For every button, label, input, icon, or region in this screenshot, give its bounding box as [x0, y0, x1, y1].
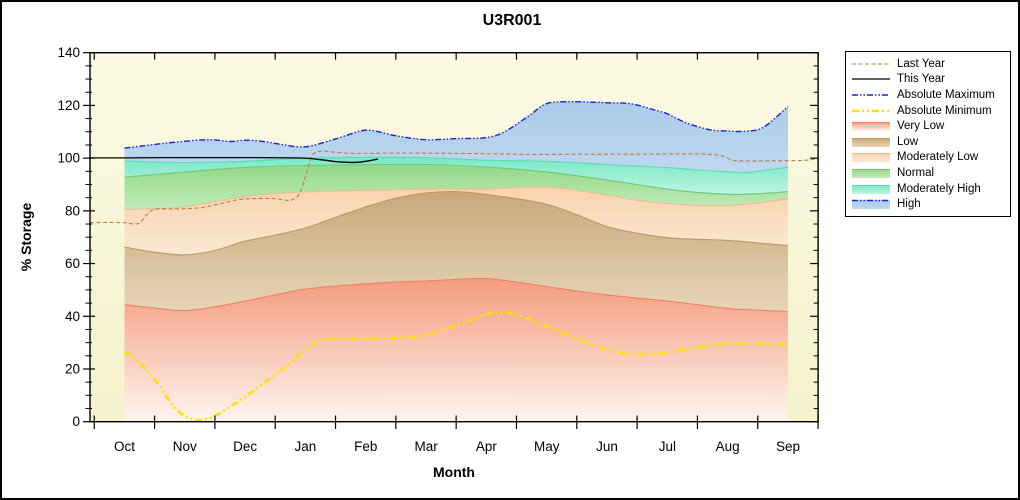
legend-label: Normal	[897, 166, 935, 179]
legend-item-normal: Normal	[852, 165, 1004, 180]
x-tick-label: Jul	[659, 439, 676, 454]
y-tick-label: 20	[65, 361, 80, 376]
legend-swatch-graphic	[852, 153, 890, 163]
legend-item-this-year: This Year	[852, 72, 1004, 87]
legend-swatch-moderately-low	[852, 151, 890, 163]
line-absolute-minimum	[123, 310, 789, 422]
x-tick-label: Sep	[776, 439, 800, 454]
band-edge-moderately-high	[124, 156, 789, 174]
legend-swatch-graphic	[852, 63, 890, 65]
x-tick-label: Mar	[414, 439, 438, 454]
line-absolute-maximum	[124, 100, 789, 149]
x-tick-label: Jan	[295, 439, 317, 454]
legend-swatch-graphic	[852, 184, 890, 194]
band-edge-normal	[124, 163, 789, 195]
legend-swatch-very-low	[852, 120, 890, 132]
legend-swatch-graphic	[852, 94, 890, 96]
y-tick-label: 80	[65, 203, 80, 218]
legend-swatch-low	[852, 136, 890, 148]
legend-label: This Year	[897, 73, 945, 86]
y-tick-label: 0	[72, 414, 80, 429]
band-edge-low	[124, 190, 789, 256]
legend-swatch-moderately-high	[852, 183, 890, 195]
band-edge-moderately-low	[124, 186, 789, 211]
x-tick-label: Apr	[476, 439, 498, 454]
legend-label: Absolute Minimum	[897, 104, 992, 117]
y-tick-label: 140	[57, 45, 80, 60]
legend-item-moderately-high: Moderately High	[852, 181, 1004, 196]
line-last-year	[90, 150, 819, 225]
legend-label: Last Year	[897, 57, 945, 70]
legend-band-sample	[852, 137, 890, 147]
y-tick-label: 100	[57, 151, 80, 166]
x-axis-title: Month	[433, 464, 475, 480]
legend-label: Absolute Maximum	[897, 88, 995, 101]
band-normal	[124, 164, 788, 210]
legend-swatch-graphic	[852, 199, 890, 210]
chart-title: U3R001	[482, 12, 542, 29]
legend-swatch-last-year	[852, 58, 890, 70]
legend-swatch-high	[852, 198, 890, 210]
legend-swatch-absolute-minimum	[852, 105, 890, 117]
legend-label: Moderately Low	[897, 151, 979, 164]
legend-swatch-graphic	[852, 168, 890, 178]
legend-item-absolute-maximum: Absolute Maximum	[852, 87, 1004, 102]
legend-label: Low	[897, 135, 919, 148]
legend-label: High	[897, 198, 921, 211]
x-tick-label: May	[534, 439, 560, 454]
legend-band-sample	[852, 200, 890, 210]
legend-swatch-graphic	[852, 78, 890, 81]
legend: Last Year This Year Absolute Maximum Abs…	[845, 51, 1011, 217]
y-tick-label: 60	[65, 256, 80, 271]
legend-item-moderately-low: Moderately Low	[852, 150, 1004, 165]
legend-swatch-normal	[852, 167, 890, 179]
legend-band-sample	[852, 153, 890, 163]
legend-swatch-absolute-maximum	[852, 89, 890, 101]
legend-label: Very Low	[897, 120, 945, 133]
legend-band-sample	[852, 168, 890, 178]
line-this-year	[90, 156, 378, 164]
legend-band-sample	[852, 184, 890, 194]
legend-swatch-this-year	[852, 73, 890, 85]
y-tick-label: 120	[57, 98, 80, 113]
legend-swatch-graphic	[852, 122, 890, 132]
x-tick-label: Feb	[354, 439, 377, 454]
x-tick-label: Dec	[233, 439, 257, 454]
legend-band-sample	[852, 122, 890, 132]
band-edge-very-low	[124, 277, 789, 313]
band-low	[124, 191, 788, 312]
legend-item-last-year: Last Year	[852, 56, 1004, 71]
band-high	[124, 101, 788, 173]
legend-label: Moderately High	[897, 182, 981, 195]
legend-item-very-low: Very Low	[852, 119, 1004, 134]
x-tick-label: Aug	[716, 439, 740, 454]
legend-swatch-graphic	[852, 109, 890, 112]
legend-item-high: High	[852, 197, 1004, 212]
band-moderately-low	[124, 186, 788, 255]
x-tick-label: Oct	[114, 439, 135, 454]
y-axis-title: % Storage	[18, 202, 34, 272]
band-moderately-high	[124, 157, 788, 195]
band-very-low	[124, 278, 788, 422]
x-tick-label: Jun	[596, 439, 618, 454]
x-tick-label: Nov	[173, 439, 197, 454]
legend-swatch-graphic	[852, 137, 890, 147]
y-tick-label: 40	[65, 309, 80, 324]
legend-item-low: Low	[852, 134, 1004, 149]
legend-item-absolute-minimum: Absolute Minimum	[852, 103, 1004, 118]
